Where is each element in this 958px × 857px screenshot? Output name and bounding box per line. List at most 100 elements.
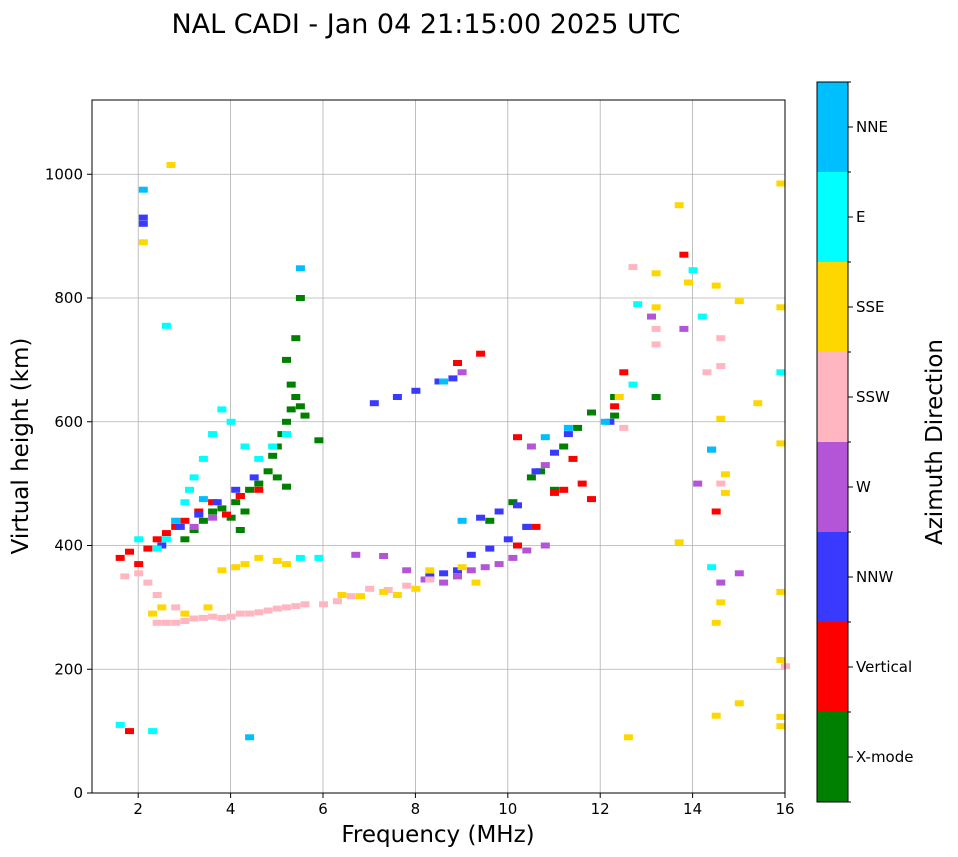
echo-point-nnw (522, 523, 532, 530)
echo-point-sse (674, 202, 684, 209)
echo-point-nnw (369, 400, 379, 407)
echo-point-vertical (152, 536, 162, 543)
echo-point-e (633, 301, 643, 308)
echo-point-vertical (587, 496, 596, 503)
x-tick-label: 14 (683, 800, 702, 818)
echo-point-nnw (476, 514, 486, 521)
echo-point-e (268, 443, 278, 450)
echo-point-e (217, 406, 227, 413)
echo-point-w (480, 564, 490, 571)
echo-point-nnw (425, 573, 435, 580)
echo-point-x-mode (573, 424, 583, 431)
echo-point-x-mode (282, 483, 291, 490)
echo-point-sse (411, 585, 421, 592)
colorbar-tick-label: NNW (856, 568, 893, 586)
colorbar-segment (817, 442, 848, 532)
echo-point-nnw (434, 378, 444, 385)
echo-point-sse (776, 180, 786, 187)
echo-point-sse (684, 279, 693, 286)
echo-point-x-mode (286, 381, 296, 388)
echo-point-ssw (134, 570, 144, 577)
echo-point-w (420, 576, 430, 583)
echo-point-w (208, 514, 218, 521)
echo-point-ssw (365, 585, 375, 592)
echo-point-sse (711, 619, 721, 626)
echo-point-w (439, 579, 449, 586)
echo-point-vertical (550, 489, 559, 496)
echo-point-sse (734, 298, 744, 305)
echo-point-x-mode (240, 508, 250, 515)
echo-point-vertical (134, 561, 144, 568)
echo-point-x-mode (651, 394, 661, 400)
x-tick-label: 10 (498, 800, 517, 818)
echo-point-nnw (439, 570, 449, 577)
echo-point-sse (776, 440, 786, 447)
echo-point-x-mode (235, 527, 245, 533)
echo-point-sse (753, 400, 763, 407)
echo-point-ssw (651, 325, 661, 332)
echo-point-vertical (559, 486, 569, 493)
echo-point-x-mode (245, 486, 255, 493)
echo-point-sse (720, 471, 730, 478)
echo-point-nne (138, 186, 148, 193)
echo-point-vertical (476, 350, 486, 357)
echo-point-sse (776, 723, 786, 730)
echo-point-sse (240, 561, 250, 568)
echo-point-w (466, 567, 476, 574)
echo-point-sse (716, 599, 726, 606)
echo-point-sse (392, 592, 402, 598)
echo-point-e (282, 431, 291, 438)
x-axis-label: Frequency (MHz) (341, 822, 534, 848)
echo-point-nnw (503, 536, 513, 543)
echo-point-vertical (235, 493, 245, 499)
echo-point-x-mode (508, 499, 518, 506)
echo-point-e (189, 474, 199, 481)
echo-point-vertical (125, 728, 134, 735)
colorbar-tick-label: SSW (856, 388, 890, 406)
echo-point-vertical (531, 523, 541, 530)
echo-point-sse (776, 588, 786, 595)
echo-point-x-mode (272, 474, 282, 481)
echo-point-nnw (411, 387, 421, 394)
echo-point-ssw (143, 579, 153, 586)
x-tick-label: 6 (318, 800, 328, 818)
echo-point-vertical (577, 480, 587, 487)
echo-point-sse (272, 558, 282, 564)
echo-point-e (628, 381, 638, 388)
echo-point-sse (711, 712, 721, 719)
echo-point-ssw (702, 369, 712, 376)
echo-point-w (494, 561, 504, 568)
grid-lines (92, 100, 785, 793)
echo-point-ssw (291, 603, 301, 610)
echo-point-sse (457, 564, 467, 571)
y-tick-label: 1000 (45, 165, 83, 183)
colorbar-tick-label: NNE (856, 118, 888, 136)
y-tick-label: 200 (54, 660, 83, 678)
echo-point-x-mode (268, 452, 278, 459)
echo-point-x-mode (300, 412, 310, 419)
echo-point-nnw (175, 523, 185, 530)
echo-point-ssw (332, 598, 342, 605)
echo-point-sse (203, 604, 213, 611)
echo-point-nnw (157, 542, 167, 549)
echo-point-sse (337, 592, 347, 598)
echo-point-x-mode (291, 394, 301, 400)
echo-point-w (693, 480, 703, 487)
echo-point-sse (166, 162, 176, 168)
x-tick-label: 8 (411, 800, 421, 818)
plot-frame (91, 99, 786, 794)
echo-point-e (134, 536, 144, 543)
echo-point-ssw (619, 424, 629, 431)
echo-point-ssw (171, 619, 181, 626)
colorbar-frame (816, 81, 849, 803)
echo-point-nnw (138, 220, 148, 227)
echo-point-x-mode (254, 480, 264, 487)
echo-point-x-mode (282, 418, 291, 425)
echo-point-w (522, 547, 532, 554)
echo-point-sse (217, 567, 227, 574)
echo-point-vertical (222, 511, 231, 518)
echo-point-e (148, 728, 158, 735)
echo-point-vertical (143, 545, 153, 552)
echo-point-x-mode (610, 412, 620, 419)
